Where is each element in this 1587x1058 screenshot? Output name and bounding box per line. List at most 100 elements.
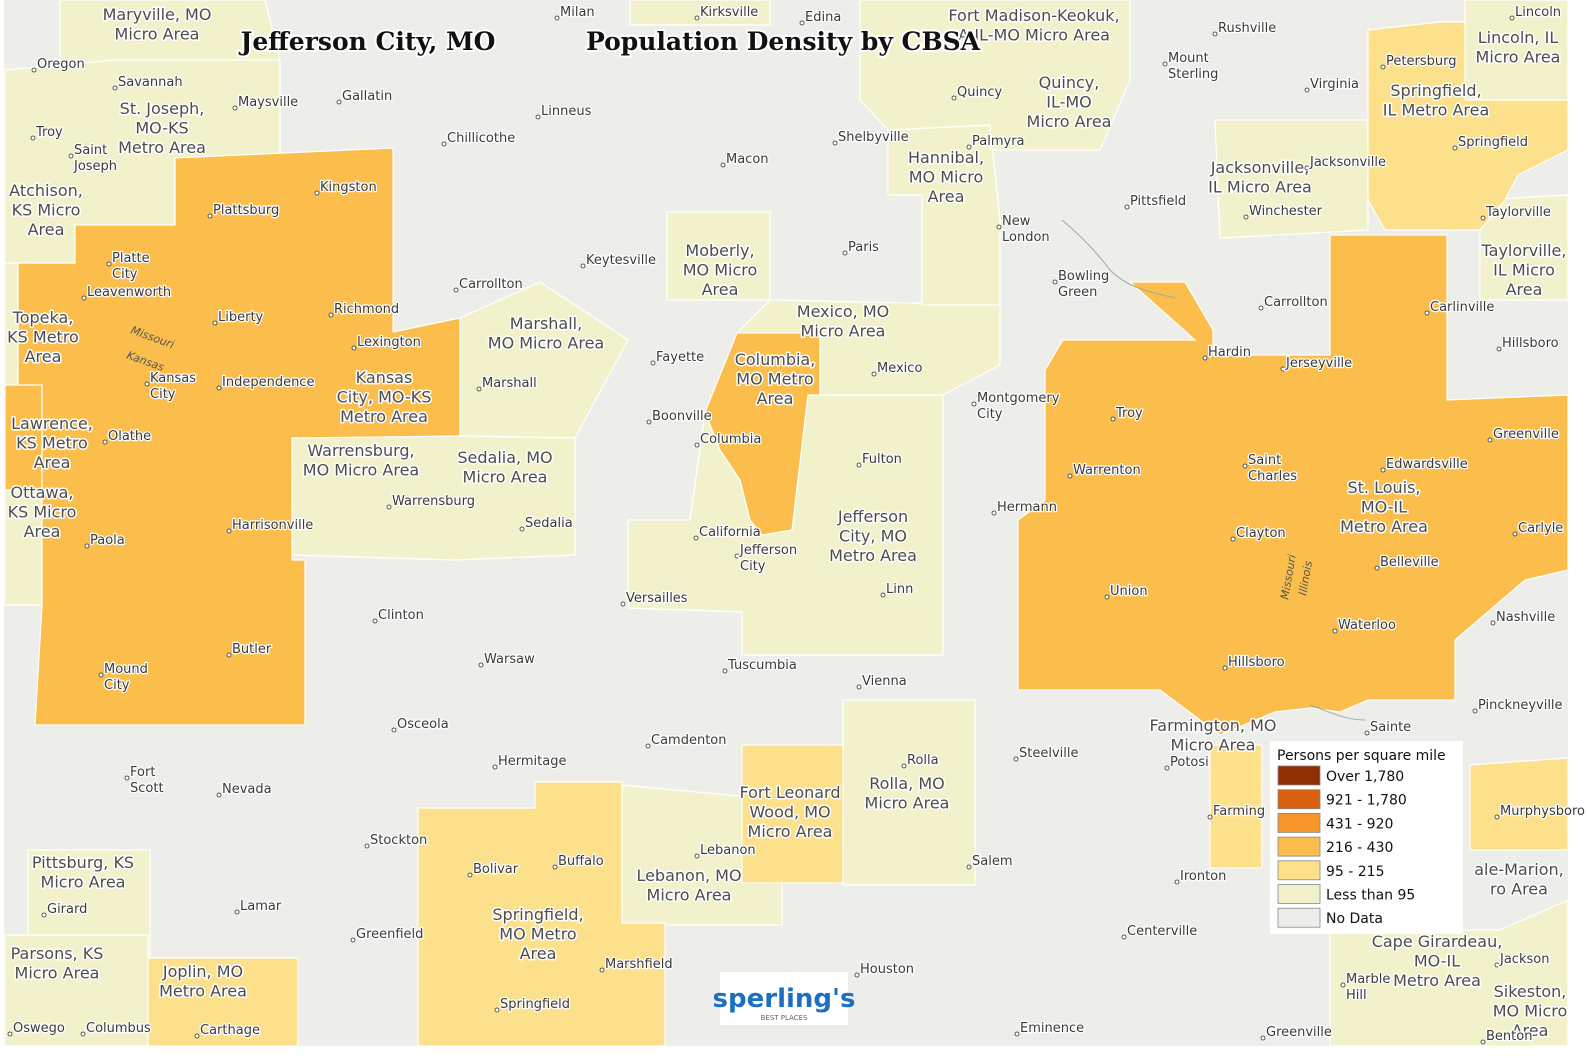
city-dot <box>599 967 605 973</box>
city-dot <box>842 250 848 256</box>
area-label: MO Micro <box>683 261 758 280</box>
cbsa-area <box>1017 234 1569 736</box>
cbsa-areas <box>4 0 1569 1047</box>
city-dot <box>694 853 700 859</box>
city-label: Quincy <box>957 85 1002 100</box>
area-label: Mexico, MO <box>797 302 889 321</box>
city-dot <box>1242 463 1248 469</box>
city-label: Marshfield <box>605 957 673 972</box>
city-label: Gallatin <box>342 89 392 104</box>
area-label: Pittsburg, KS <box>32 853 134 872</box>
city-label: Hillsboro <box>1502 336 1559 351</box>
city-label: Troy <box>1115 406 1143 421</box>
city-label: Bolivar <box>473 862 519 877</box>
area-label: Hannibal, <box>908 148 984 167</box>
city-dot <box>81 295 87 301</box>
city-dot <box>966 144 972 150</box>
cbsa-area <box>704 332 821 536</box>
city-dot <box>552 864 558 870</box>
area-label: KS Metro <box>16 434 88 453</box>
area-label: Area <box>757 389 794 408</box>
area-label: Fort Madison-Keokuk, <box>948 6 1119 25</box>
legend-swatch <box>1277 836 1321 857</box>
city-label: Edwardsville <box>1386 457 1468 472</box>
area-label: Atchison, <box>9 181 83 200</box>
city-label: Salem <box>972 854 1013 869</box>
area-label: Metro Area <box>340 407 428 426</box>
city-dot <box>720 162 726 168</box>
city-dot <box>1512 531 1518 537</box>
city-label: Girard <box>47 902 87 917</box>
city-dot <box>1364 730 1370 736</box>
area-label: Micro Area <box>1171 736 1256 755</box>
area-label: MO-KS <box>135 119 188 138</box>
area-label: Area <box>520 944 557 963</box>
city-label: Boonville <box>652 409 712 424</box>
city-label: Pittsfield <box>1130 194 1186 209</box>
city-dot <box>519 526 525 532</box>
city-label: Leavenworth <box>87 285 171 300</box>
city-label: Richmond <box>334 302 399 317</box>
city-dot <box>535 114 541 120</box>
city-dot <box>966 864 972 870</box>
city-label: Paris <box>848 240 879 255</box>
city-dot <box>1380 64 1386 70</box>
area-label: Micro Area <box>15 964 100 983</box>
city-label: Marshall <box>482 376 537 391</box>
city-dot <box>106 261 112 267</box>
city-dot <box>1304 87 1310 93</box>
city-label: Linn <box>886 582 913 597</box>
city-label: Keytesville <box>586 253 656 268</box>
area-label: Marshall, <box>510 314 582 333</box>
area-label: Lebanon, MO <box>636 866 741 885</box>
city-label: Hermitage <box>498 754 566 769</box>
city-label: Lincoln <box>1515 5 1561 20</box>
city-label: Taylorville <box>1485 205 1551 220</box>
area-label: Micro Area <box>463 468 548 487</box>
city-dot <box>799 20 805 26</box>
river-label: Illinois <box>1296 560 1315 597</box>
area-label: Metro Area <box>159 982 247 1001</box>
area-label: Micro Area <box>1476 48 1561 67</box>
city-label: Maysville <box>238 95 298 110</box>
city-label: Steelville <box>1019 746 1078 761</box>
legend-label: Less than 95 <box>1326 888 1415 904</box>
city-dot <box>1472 708 1478 714</box>
area-label: IL-MO <box>1046 93 1092 112</box>
city-dot <box>694 15 700 21</box>
city-label: Winchester <box>1249 204 1323 219</box>
city-dot <box>478 662 484 668</box>
city-label: Fort <box>130 765 155 780</box>
city-label: Greenville <box>1493 427 1559 442</box>
city-dot <box>734 553 740 559</box>
city-dot <box>80 1031 86 1037</box>
city-label: Platte <box>112 251 150 266</box>
cbsa-area <box>1329 899 1569 1047</box>
area-label: Maryville, MO <box>103 5 212 24</box>
area-label: Micro Area <box>41 873 126 892</box>
legend-swatch <box>1277 765 1321 786</box>
area-label: St. Louis, <box>1347 478 1420 497</box>
city-label: Union <box>1110 584 1148 599</box>
city-dot <box>620 601 626 607</box>
city-dot <box>991 510 997 516</box>
city-label: Springfield <box>1458 135 1528 150</box>
city-label: Houston <box>860 962 914 977</box>
city-label: Benton <box>1486 1029 1532 1044</box>
area-label: Topeka, <box>12 308 74 327</box>
area-label: City, MO <box>839 527 907 546</box>
city-dot <box>1260 1035 1266 1041</box>
city-dot <box>98 672 104 678</box>
area-label: IL Metro Area <box>1383 101 1490 120</box>
city-label: Hill <box>1346 988 1367 1003</box>
city-dot <box>722 668 728 674</box>
rivers <box>1061 219 1366 721</box>
city-label: Lexington <box>357 335 421 350</box>
area-label: MO Metro <box>499 925 576 944</box>
area-label: Jefferson <box>837 507 908 526</box>
city-dot <box>328 312 334 318</box>
city-dot <box>1124 204 1130 210</box>
city-dot <box>494 1007 500 1013</box>
area-label: Micro Area <box>647 886 732 905</box>
